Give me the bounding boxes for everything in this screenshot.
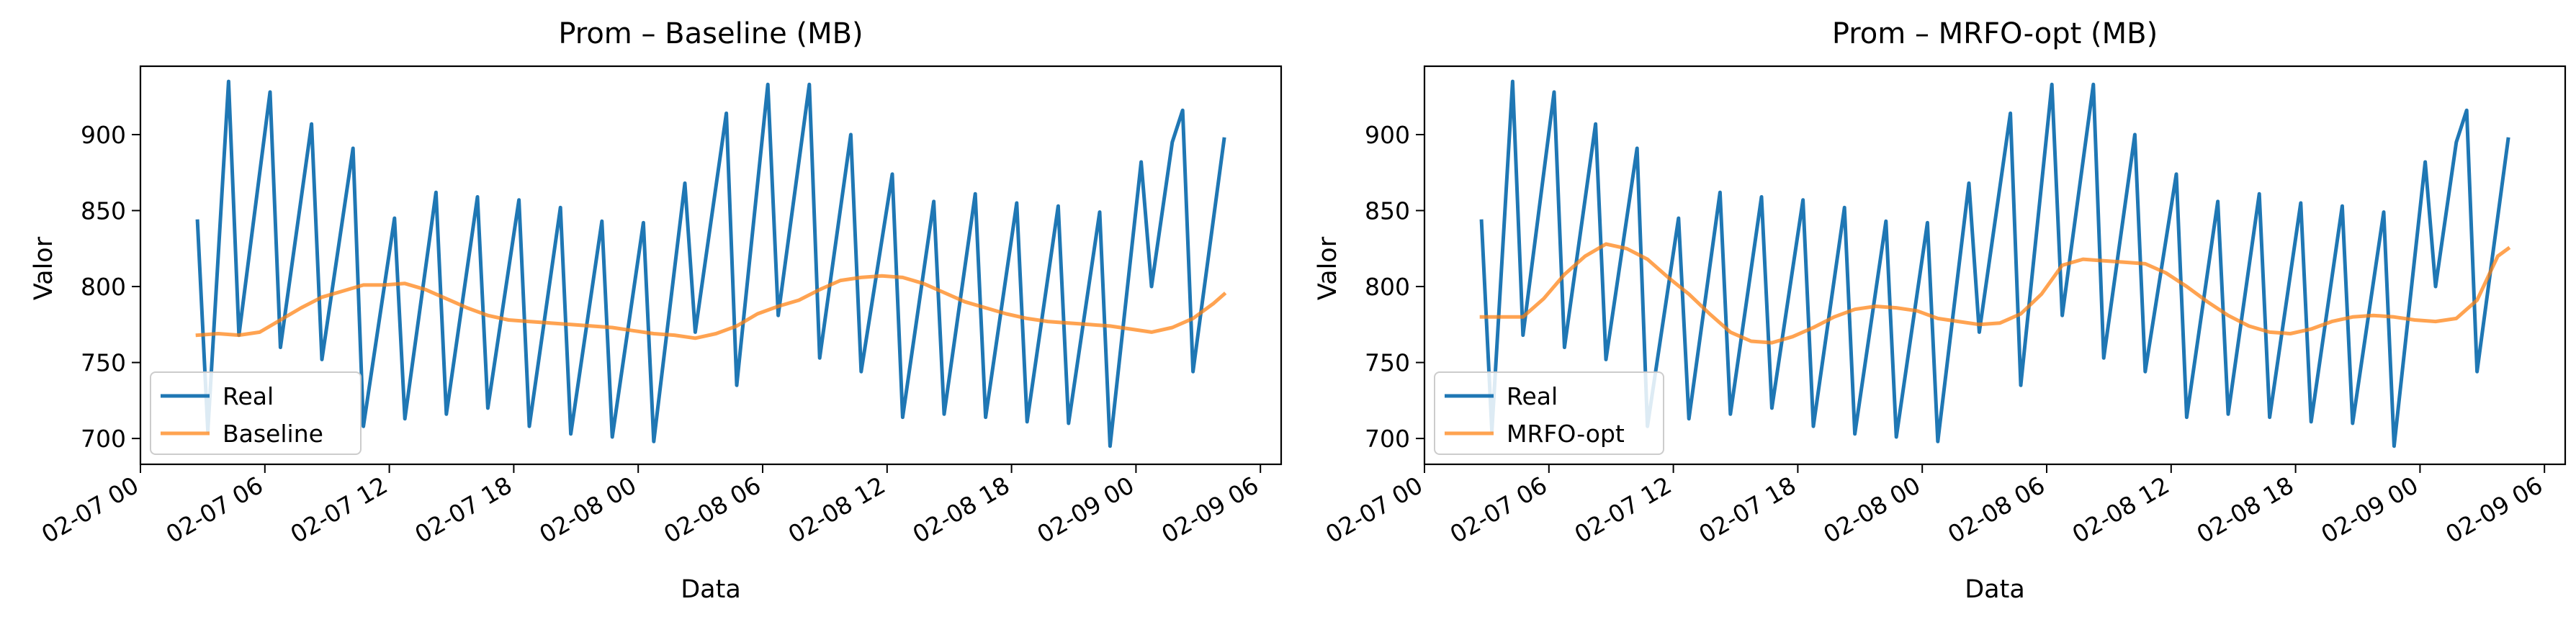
- x-tick-label: 02-07 06: [161, 471, 268, 549]
- legend-label: MRFO-opt: [1507, 420, 1625, 448]
- legend-label: Real: [1507, 382, 1558, 410]
- x-axis-label: Data: [1965, 575, 2025, 604]
- legend-label: Baseline: [223, 420, 323, 448]
- series-line-real: [1479, 79, 2510, 448]
- x-tick-label: 02-08 18: [2192, 471, 2299, 549]
- x-tick-label: 02-07 06: [1445, 471, 1552, 549]
- y-tick-label: 750: [81, 349, 126, 377]
- series-line-mrfo-opt: [1479, 242, 2511, 345]
- y-tick-label: 900: [81, 121, 126, 149]
- y-tick-label: 850: [1365, 197, 1410, 225]
- y-axis-label: Valor: [30, 236, 58, 300]
- y-tick-label: 800: [81, 273, 126, 301]
- series-line-baseline: [195, 274, 1227, 340]
- x-tick-label: 02-08 00: [1818, 471, 1925, 549]
- y-axis-label: Valor: [1314, 236, 1342, 300]
- x-tick-label: 02-07 18: [1694, 471, 1800, 549]
- y-tick-label: 850: [81, 197, 126, 225]
- x-tick-label: 02-07 00: [37, 471, 143, 549]
- x-tick-label: 02-09 06: [1157, 471, 1263, 549]
- x-tick-label: 02-07 12: [1570, 471, 1677, 549]
- chart-title: Prom – MRFO-opt (MB): [1832, 17, 2158, 50]
- x-tick-label: 02-07 00: [1321, 471, 1427, 549]
- x-tick-label: 02-08 12: [2068, 471, 2174, 549]
- x-tick-label: 02-08 12: [784, 471, 890, 549]
- x-tick-label: 02-09 00: [1032, 471, 1139, 549]
- y-tick-label: 900: [1365, 121, 1410, 149]
- chart-panel-baseline: Prom – Baseline (MB) 700 750 800 850 900 02-0…: [30, 17, 1283, 604]
- plot-frame: [139, 65, 1283, 466]
- chart-panel-mrfo-opt: Prom – MRFO-opt (MB) 700 750 800 850 900 02-0…: [1314, 17, 2567, 604]
- x-axis-label: Data: [681, 575, 741, 604]
- legend-label: Real: [223, 382, 274, 410]
- chart-title: Prom – Baseline (MB): [558, 17, 863, 50]
- y-tick-label: 800: [1365, 273, 1410, 301]
- x-tick-label: 02-07 12: [286, 471, 392, 549]
- x-tick-label: 02-08 00: [534, 471, 641, 549]
- x-tick-label: 02-09 06: [2441, 471, 2547, 549]
- y-tick-label: 700: [1365, 425, 1410, 453]
- x-tick-label: 02-08 06: [659, 471, 766, 549]
- x-tick-label: 02-08 18: [908, 471, 1015, 549]
- y-tick-label: 750: [1365, 349, 1410, 377]
- x-tick-label: 02-09 00: [2316, 471, 2423, 549]
- x-tick-label: 02-07 18: [410, 471, 516, 549]
- plot-frame: [1423, 65, 2567, 466]
- y-tick-label: 700: [81, 425, 126, 453]
- x-tick-label: 02-08 06: [1943, 471, 2050, 549]
